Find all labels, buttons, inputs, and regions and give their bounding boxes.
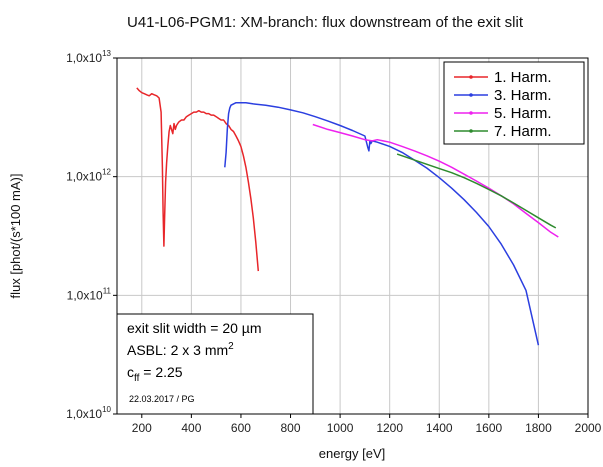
y-tick-label: 1,0x1012 [66, 168, 111, 184]
annotation-asbl-main: ASBL: 2 x 3 mm [127, 342, 228, 358]
chart-title: U41-L06-PGM1: XM-branch: flux downstream… [127, 14, 524, 31]
x-tick-label: 1000 [327, 421, 354, 435]
x-tick-label: 1200 [376, 421, 403, 435]
y-tick-label: 1,0x1010 [66, 405, 111, 421]
series-line-harm-3 [224, 101, 540, 346]
y-tick-exponent: 11 [103, 286, 112, 295]
x-tick-label: 1800 [525, 421, 552, 435]
y-tick-mantissa: 1,0x10 [66, 51, 102, 65]
annotation-cff-sub: ff [134, 373, 140, 384]
legend-label: 3. Harm. [494, 87, 552, 104]
x-tick-label: 1600 [475, 421, 502, 435]
annotation-box: exit slit width = 20 µm ASBL: 2 x 3 mm2 … [116, 313, 314, 415]
y-tick-label: 1,0x1013 [66, 49, 111, 65]
legend-marker [469, 93, 473, 97]
x-tick-label: 400 [181, 421, 201, 435]
y-tick-mantissa: 1,0x10 [66, 170, 102, 184]
annotation-cff: cff = 2.25 [127, 364, 183, 384]
annotation-cff-c: c [127, 364, 134, 380]
legend-marker [469, 111, 473, 115]
legend: 1. Harm.3. Harm.5. Harm.7. Harm. [443, 61, 585, 145]
annotation-slit-width: exit slit width = 20 µm [127, 320, 262, 336]
x-axis-label: energy [eV] [319, 446, 386, 461]
legend-label: 7. Harm. [494, 123, 552, 140]
y-tick-exponent: 13 [102, 49, 111, 58]
x-tick-label: 2000 [575, 421, 602, 435]
annotation-frame [116, 313, 314, 415]
y-tick-label: 1,0x1011 [67, 286, 112, 302]
y-axis-label: flux [phot/(s*100 mA)] [8, 174, 23, 299]
x-tick-label: 1400 [426, 421, 453, 435]
series-line-harm-7 [396, 153, 557, 229]
legend-label: 1. Harm. [494, 69, 552, 86]
series-line-harm-1 [136, 87, 260, 272]
x-tick-label: 600 [231, 421, 251, 435]
y-tick-exponent: 10 [102, 405, 111, 414]
plot-frame [116, 57, 589, 415]
x-tick-label: 200 [132, 421, 152, 435]
y-tick-mantissa: 1,0x10 [67, 288, 103, 302]
legend-marker [469, 75, 473, 79]
y-tick-exponent: 12 [102, 168, 111, 177]
x-tick-label: 800 [281, 421, 301, 435]
annotation-asbl-sup: 2 [228, 341, 234, 352]
legend-label: 5. Harm. [494, 105, 552, 122]
legend-marker [469, 129, 473, 133]
annotation-asbl: ASBL: 2 x 3 mm2 [127, 341, 234, 358]
axis-ticks: 200 400 600 800 1000 1200 1400 1600 1800 2000 1,0x… [66, 49, 602, 435]
annotation-cff-value: = 2.25 [139, 364, 182, 380]
series-line-harm-5 [312, 123, 559, 238]
annotation-date: 22.03.2017 / PG [129, 394, 195, 404]
series-layer [136, 87, 559, 346]
y-tick-mantissa: 1,0x10 [66, 407, 102, 421]
